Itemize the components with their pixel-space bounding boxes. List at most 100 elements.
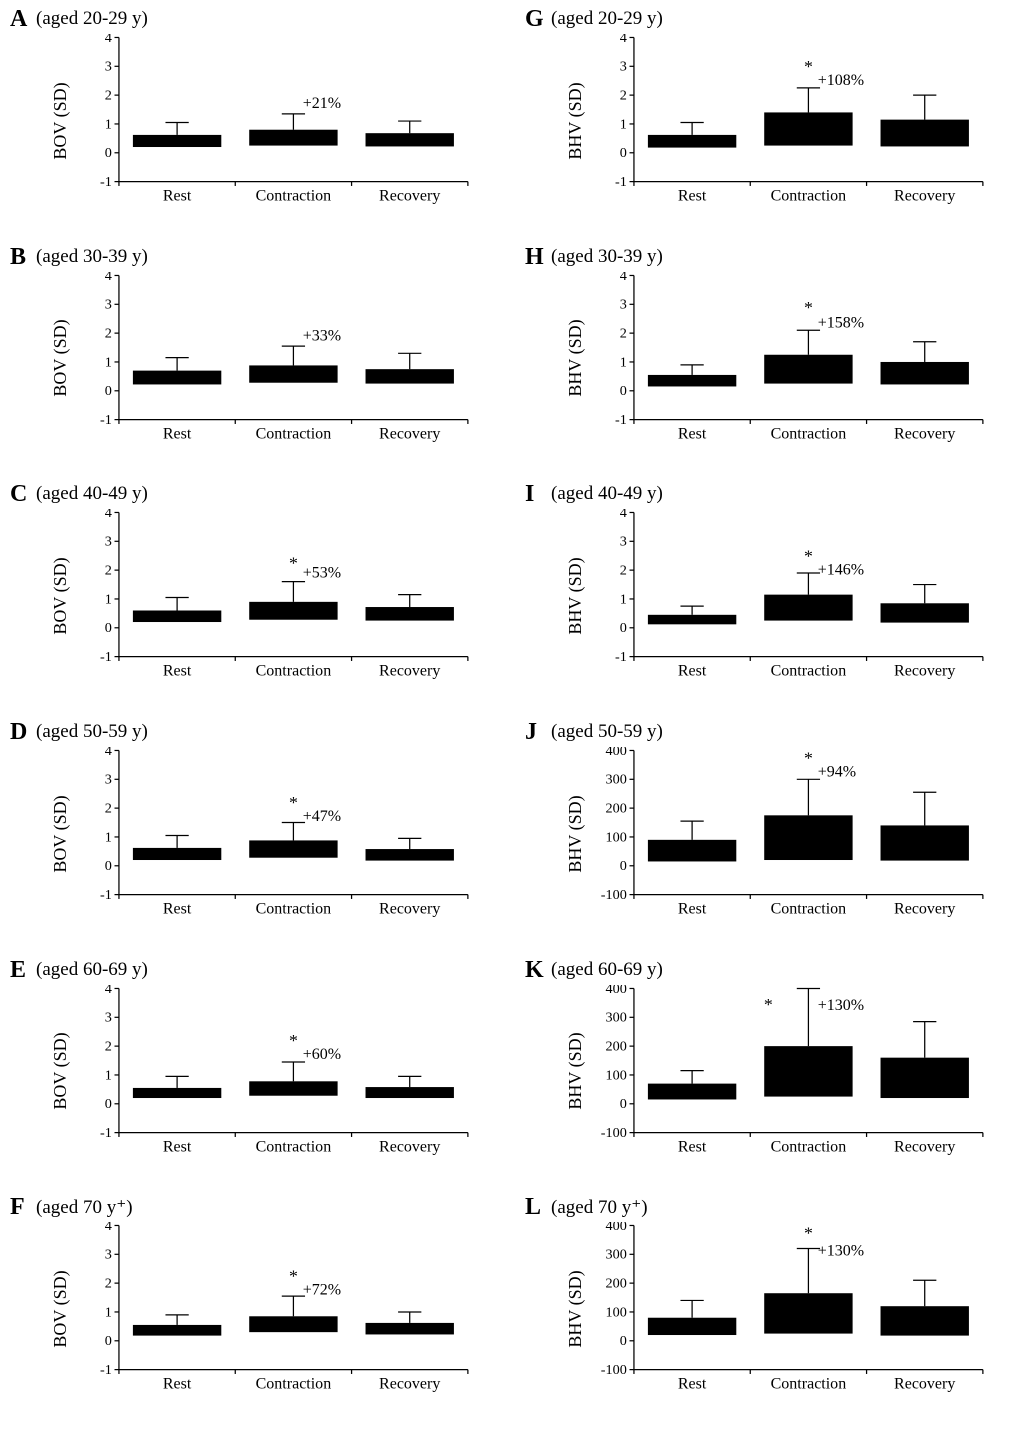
plot-area: BHV (SD)-101234+108%*RestContractionReco… xyxy=(593,34,990,208)
bar xyxy=(881,1057,969,1097)
significance-star: * xyxy=(289,553,298,573)
bar xyxy=(249,1317,337,1333)
x-category-label: Recovery xyxy=(894,901,955,918)
plot-area: BHV (SD)-1000100200300400+94%*RestContra… xyxy=(593,747,990,921)
svg-text:2: 2 xyxy=(105,1276,112,1292)
bar xyxy=(133,370,221,384)
x-category-label: Contraction xyxy=(771,426,847,443)
svg-text:1: 1 xyxy=(105,829,112,845)
svg-text:3: 3 xyxy=(105,772,112,788)
bar xyxy=(366,607,454,621)
chart-svg: -101234+158%*RestContractionRecovery xyxy=(593,272,990,446)
panel-subtitle: (aged 50-59 y) xyxy=(36,721,148,743)
percent-annotation: +53% xyxy=(303,565,341,582)
bar xyxy=(764,1046,852,1096)
panel-letter: K xyxy=(525,957,544,984)
significance-star: * xyxy=(804,56,813,76)
y-axis-label: BOV (SD) xyxy=(50,558,71,635)
bar xyxy=(648,135,736,148)
svg-text:1: 1 xyxy=(105,1067,112,1083)
plot-area: BOV (SD)-101234+33%RestContractionRecove… xyxy=(78,272,475,446)
y-axis-label: BOV (SD) xyxy=(50,1033,71,1110)
plot-area: BOV (SD)-101234+72%*RestContractionRecov… xyxy=(78,1222,475,1396)
svg-text:0: 0 xyxy=(105,1096,112,1112)
bar xyxy=(648,840,736,862)
chart-svg: -101234+33%RestContractionRecovery xyxy=(78,272,475,446)
svg-text:2: 2 xyxy=(620,563,627,579)
percent-annotation: +130% xyxy=(818,997,864,1014)
x-category-label: Rest xyxy=(163,663,192,680)
panel-F: F(aged 70 y⁺)BOV (SD)-101234+72%*RestCon… xyxy=(10,1194,495,1426)
percent-annotation: +60% xyxy=(303,1046,341,1063)
percent-annotation: +47% xyxy=(303,808,341,825)
panel-subtitle: (aged 60-69 y) xyxy=(551,959,663,981)
svg-text:0: 0 xyxy=(105,383,112,399)
bar xyxy=(249,1081,337,1095)
svg-text:0: 0 xyxy=(105,145,112,161)
percent-annotation: +130% xyxy=(818,1243,864,1260)
panel-subtitle: (aged 40-49 y) xyxy=(36,483,148,505)
percent-annotation: +72% xyxy=(303,1282,341,1299)
panel-subtitle: (aged 60-69 y) xyxy=(36,959,148,981)
x-category-label: Recovery xyxy=(894,1139,955,1156)
svg-text:2: 2 xyxy=(620,325,627,341)
x-category-label: Rest xyxy=(678,426,707,443)
chart-svg: -101234+72%*RestContractionRecovery xyxy=(78,1222,475,1396)
panel-letter: A xyxy=(10,6,27,33)
bar xyxy=(133,1088,221,1098)
svg-text:4: 4 xyxy=(105,747,112,759)
plot-area: BHV (SD)-1000100200300400+130%*RestContr… xyxy=(593,1222,990,1396)
svg-text:2: 2 xyxy=(105,1038,112,1054)
svg-text:0: 0 xyxy=(105,858,112,874)
panel-J: J(aged 50-59 y)BHV (SD)-1000100200300400… xyxy=(525,719,1010,951)
significance-star: * xyxy=(289,1030,298,1050)
y-axis-label: BOV (SD) xyxy=(50,320,71,397)
y-axis-label: BHV (SD) xyxy=(565,558,586,635)
svg-text:3: 3 xyxy=(105,1247,112,1263)
bar xyxy=(764,354,852,383)
svg-text:4: 4 xyxy=(105,34,112,46)
chart-svg: -101234+53%*RestContractionRecovery xyxy=(78,509,475,683)
chart-svg: -1000100200300400+130%*RestContractionRe… xyxy=(593,1222,990,1396)
x-category-label: Recovery xyxy=(894,1376,955,1393)
panel-K: K(aged 60-69 y)BHV (SD)-1000100200300400… xyxy=(525,957,1010,1189)
bar xyxy=(881,1307,969,1336)
panel-subtitle: (aged 50-59 y) xyxy=(551,721,663,743)
bar xyxy=(249,365,337,382)
bar xyxy=(764,112,852,145)
bar xyxy=(366,133,454,146)
bar xyxy=(133,848,221,860)
x-category-label: Contraction xyxy=(256,1376,332,1393)
x-category-label: Rest xyxy=(163,188,192,205)
svg-text:1: 1 xyxy=(620,354,627,370)
y-axis-label: BHV (SD) xyxy=(565,320,586,397)
svg-text:-1: -1 xyxy=(100,174,112,190)
y-axis-label: BOV (SD) xyxy=(50,795,71,872)
panel-letter: G xyxy=(525,6,544,33)
svg-text:4: 4 xyxy=(620,272,627,284)
chart-svg: -101234+60%*RestContractionRecovery xyxy=(78,985,475,1159)
svg-text:1: 1 xyxy=(105,354,112,370)
panel-C: C(aged 40-49 y)BOV (SD)-101234+53%*RestC… xyxy=(10,481,495,713)
svg-text:1: 1 xyxy=(105,1305,112,1321)
svg-text:100: 100 xyxy=(605,1067,626,1083)
panel-letter: E xyxy=(10,957,26,984)
x-category-label: Contraction xyxy=(771,1376,847,1393)
svg-text:2: 2 xyxy=(620,88,627,104)
bar xyxy=(648,615,736,625)
panel-L: L(aged 70 y⁺)BHV (SD)-1000100200300400+1… xyxy=(525,1194,1010,1426)
x-category-label: Recovery xyxy=(379,188,440,205)
significance-star: * xyxy=(804,748,813,768)
percent-annotation: +146% xyxy=(818,562,864,579)
bar xyxy=(764,1294,852,1334)
panel-letter: C xyxy=(10,481,27,508)
x-category-label: Contraction xyxy=(256,1139,332,1156)
svg-text:100: 100 xyxy=(605,1305,626,1321)
svg-text:0: 0 xyxy=(105,1334,112,1350)
svg-text:400: 400 xyxy=(605,1222,626,1234)
bar xyxy=(764,595,852,621)
x-category-label: Rest xyxy=(678,663,707,680)
svg-text:-1: -1 xyxy=(100,412,112,428)
bar xyxy=(366,1087,454,1098)
bar xyxy=(249,130,337,146)
